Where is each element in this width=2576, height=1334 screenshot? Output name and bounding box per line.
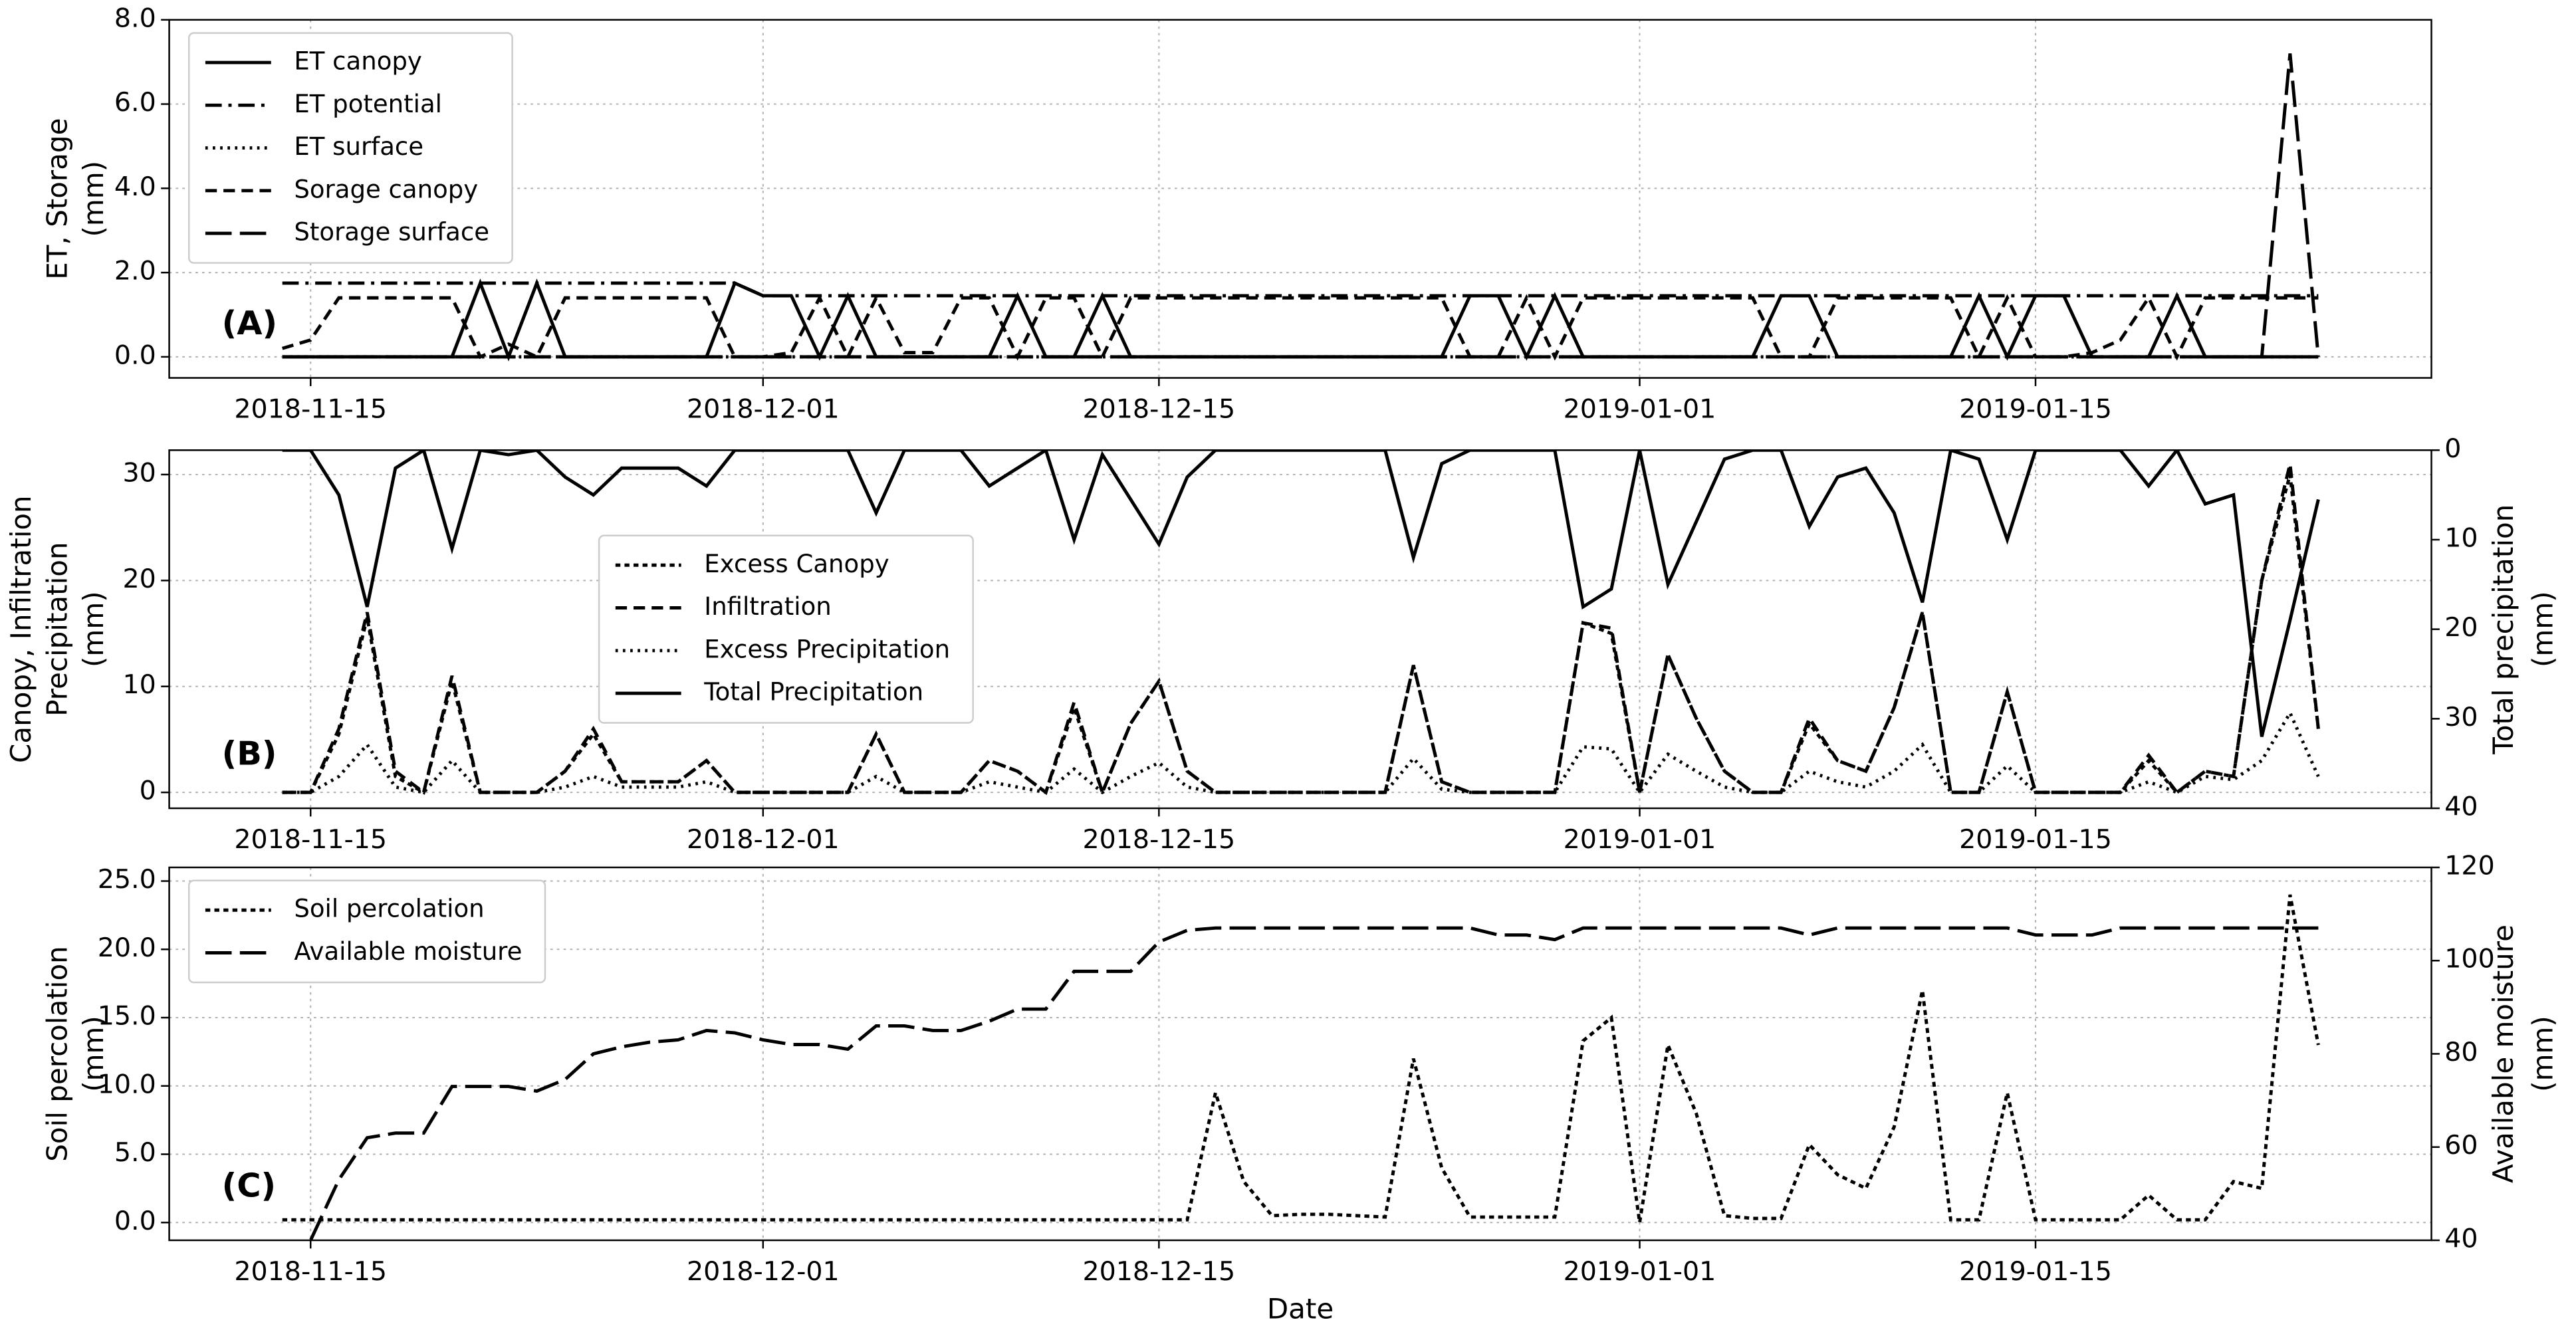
legend-label: Storage surface xyxy=(294,218,489,247)
legend-label: ET surface xyxy=(294,132,423,161)
y-tick-label: 10 xyxy=(122,669,156,700)
legend-label: Infiltration xyxy=(704,592,831,621)
y-tick-label: 20 xyxy=(122,564,156,594)
legend-label: Total Precipitation xyxy=(703,678,923,707)
panel-annotation: (B) xyxy=(222,734,277,772)
series-line xyxy=(282,281,2319,298)
y-axis-label: ET, Storage xyxy=(41,118,73,280)
series-line xyxy=(282,53,2320,359)
y2-tick-label: 10 xyxy=(2444,522,2478,553)
legend: Excess Canopy Infiltration Excess Precipit… xyxy=(598,534,974,724)
y-tick-label: 0.0 xyxy=(114,340,156,370)
x-tick-label: 2019-01-15 xyxy=(1959,1256,2112,1287)
x-tick-label: 2018-12-15 xyxy=(1082,1256,1235,1287)
x-tick-label: 2018-11-15 xyxy=(234,824,387,855)
x-tick-label: 2018-12-01 xyxy=(687,393,840,424)
legend: ET canopy ET potential ET surface Sorage ca… xyxy=(187,32,513,264)
series-line xyxy=(282,709,2320,796)
y-axis-label: (mm) xyxy=(77,161,110,237)
y-tick-label: 30 xyxy=(122,457,156,488)
series-line xyxy=(281,294,2319,361)
series-line xyxy=(282,450,2320,737)
panel-annotation: (C) xyxy=(222,1166,276,1204)
y2-tick-label: 60 xyxy=(2444,1130,2478,1161)
x-tick-label: 2018-12-01 xyxy=(687,824,840,855)
y-tick-label: 25.0 xyxy=(98,864,156,895)
y-tick-label: 20.0 xyxy=(98,933,156,963)
y2-tick-label: 0 xyxy=(2444,433,2461,464)
y-tick-label: 0.0 xyxy=(114,1206,156,1236)
y-tick-label: 6.0 xyxy=(114,87,156,118)
y-tick-label: 5.0 xyxy=(114,1137,156,1168)
x-tick-label: 2018-11-15 xyxy=(234,1256,387,1287)
x-tick-label: 2019-01-15 xyxy=(1959,824,2112,855)
y2-tick-label: 80 xyxy=(2444,1037,2478,1067)
series-line xyxy=(282,894,2320,1223)
x-tick-label: 2018-12-01 xyxy=(687,1256,840,1287)
y2-tick-label: 120 xyxy=(2444,850,2494,881)
y-axis-label: (mm) xyxy=(77,1016,110,1092)
y-axis-label: (mm) xyxy=(77,591,110,667)
legend-label: Soil percolation xyxy=(294,895,484,923)
y2-tick-label: 40 xyxy=(2444,792,2478,822)
legend: Soil percolation Available moisture xyxy=(187,879,546,984)
y-axis-label: Canopy, Infiltration xyxy=(5,495,37,763)
plot-frame xyxy=(168,866,2432,1242)
y2-tick-label: 100 xyxy=(2444,944,2494,974)
legend-label: Excess Precipitation xyxy=(704,635,950,663)
series-line xyxy=(282,463,2320,798)
legend-label: Sorage canopy xyxy=(294,175,478,203)
y2-tick-label: 30 xyxy=(2444,702,2478,732)
y-tick-label: 4.0 xyxy=(114,171,156,202)
y-axis-label: Precipitation xyxy=(41,542,73,717)
x-tick-label: 2019-01-01 xyxy=(1564,824,1716,855)
y-tick-label: 15.0 xyxy=(98,1001,156,1032)
y2-tick-label: 40 xyxy=(2444,1223,2478,1254)
x-axis-label: Date xyxy=(1267,1293,1334,1325)
y-tick-label: 2.0 xyxy=(114,256,156,286)
y2-axis-label: (mm) xyxy=(2527,591,2559,667)
legend-frame xyxy=(598,534,974,724)
plot-frame xyxy=(168,449,2432,810)
y2-axis-label: (mm) xyxy=(2527,1016,2559,1092)
x-tick-label: 2018-12-15 xyxy=(1082,824,1235,855)
x-tick-label: 2018-11-15 xyxy=(234,393,387,424)
y-tick-label: 8.0 xyxy=(114,3,156,33)
y-tick-label: 10.0 xyxy=(98,1069,156,1099)
y2-tick-label: 20 xyxy=(2444,612,2478,643)
series-line xyxy=(307,926,2319,1240)
x-tick-label: 2019-01-15 xyxy=(1959,393,2112,424)
legend-frame xyxy=(187,32,513,264)
legend-label: Excess Canopy xyxy=(704,550,889,578)
plot-frame xyxy=(168,19,2432,379)
legend-label: ET canopy xyxy=(294,47,421,76)
legend-label: ET potential xyxy=(294,90,442,118)
x-tick-label: 2019-01-01 xyxy=(1564,393,1716,424)
y-axis-label: Soil percolation xyxy=(41,946,73,1162)
legend-frame xyxy=(187,879,546,984)
legend-label: Available moisture xyxy=(294,937,522,966)
y-tick-label: 0 xyxy=(140,776,156,806)
panel-annotation: (A) xyxy=(222,304,277,342)
y2-axis-label: Total precipitation xyxy=(2487,504,2519,755)
y2-axis-label: Available moisture xyxy=(2487,925,2519,1183)
x-tick-label: 2019-01-01 xyxy=(1564,1256,1716,1287)
x-tick-label: 2018-12-15 xyxy=(1082,393,1235,424)
